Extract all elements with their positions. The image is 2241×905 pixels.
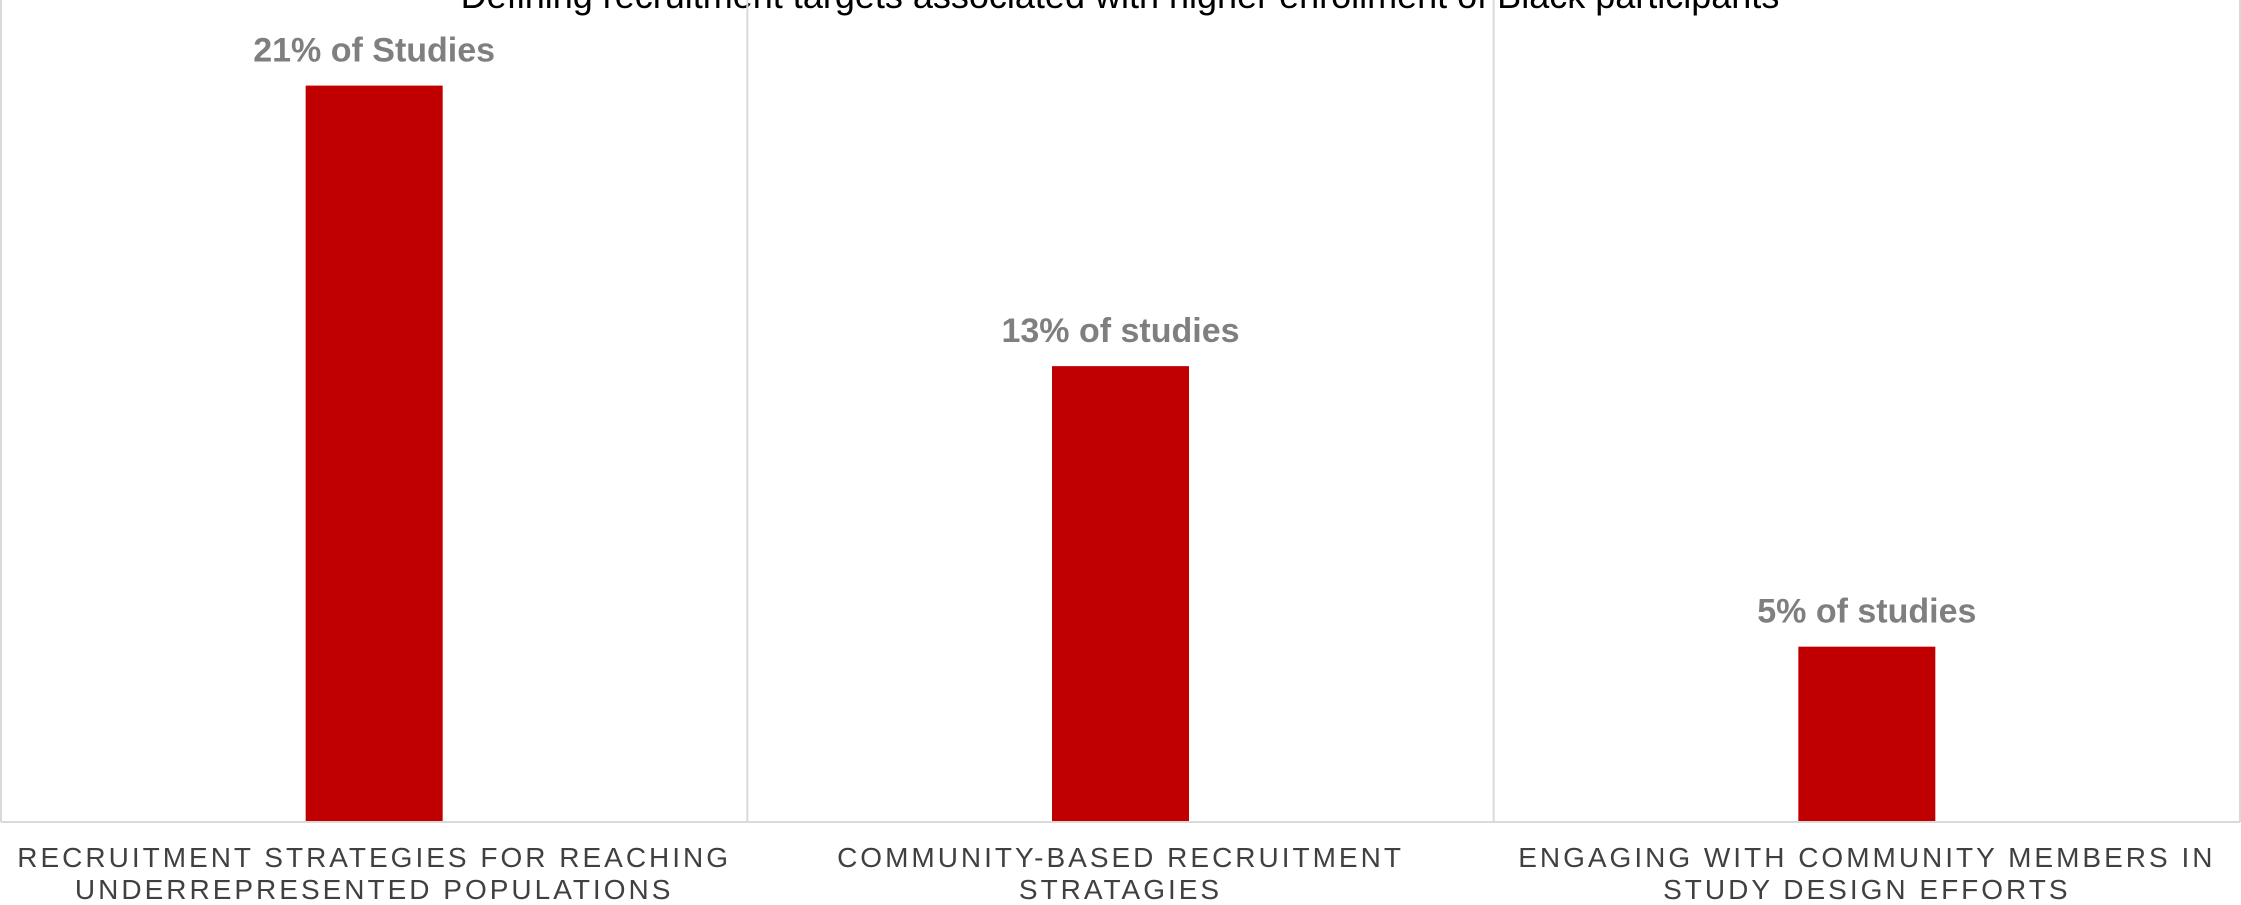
bar xyxy=(305,85,443,823)
data-label: 21% of Studies xyxy=(253,32,495,70)
data-label: 13% of studies xyxy=(1001,312,1239,350)
bars xyxy=(305,85,1936,823)
bar xyxy=(1052,366,1189,822)
category-label: COMMUNITY-BASED RECRUITMENT xyxy=(837,842,1404,873)
category-label: ENGAGING WITH COMMUNITY MEMBERS IN xyxy=(1518,842,2215,873)
category-label: STRATAGIES xyxy=(1019,874,1222,905)
category-label: RECRUITMENT STRATEGIES FOR REACHING xyxy=(17,842,731,873)
category-label: STUDY DESIGN EFFORTS xyxy=(1663,874,2070,905)
bar xyxy=(1798,646,1936,822)
data-label: 5% of studies xyxy=(1757,593,1976,631)
data-labels: 21% of Studies 13% of studies 5% of studie… xyxy=(253,32,1976,631)
category-separators xyxy=(0,0,2241,822)
category-labels: RECRUITMENT STRATEGIES FOR REACHINGUNDER… xyxy=(17,842,2215,905)
chart-title: Defining recruitment targets associated … xyxy=(461,0,1780,16)
category-label: UNDERREPRESENTED POPULATIONS xyxy=(75,874,673,905)
